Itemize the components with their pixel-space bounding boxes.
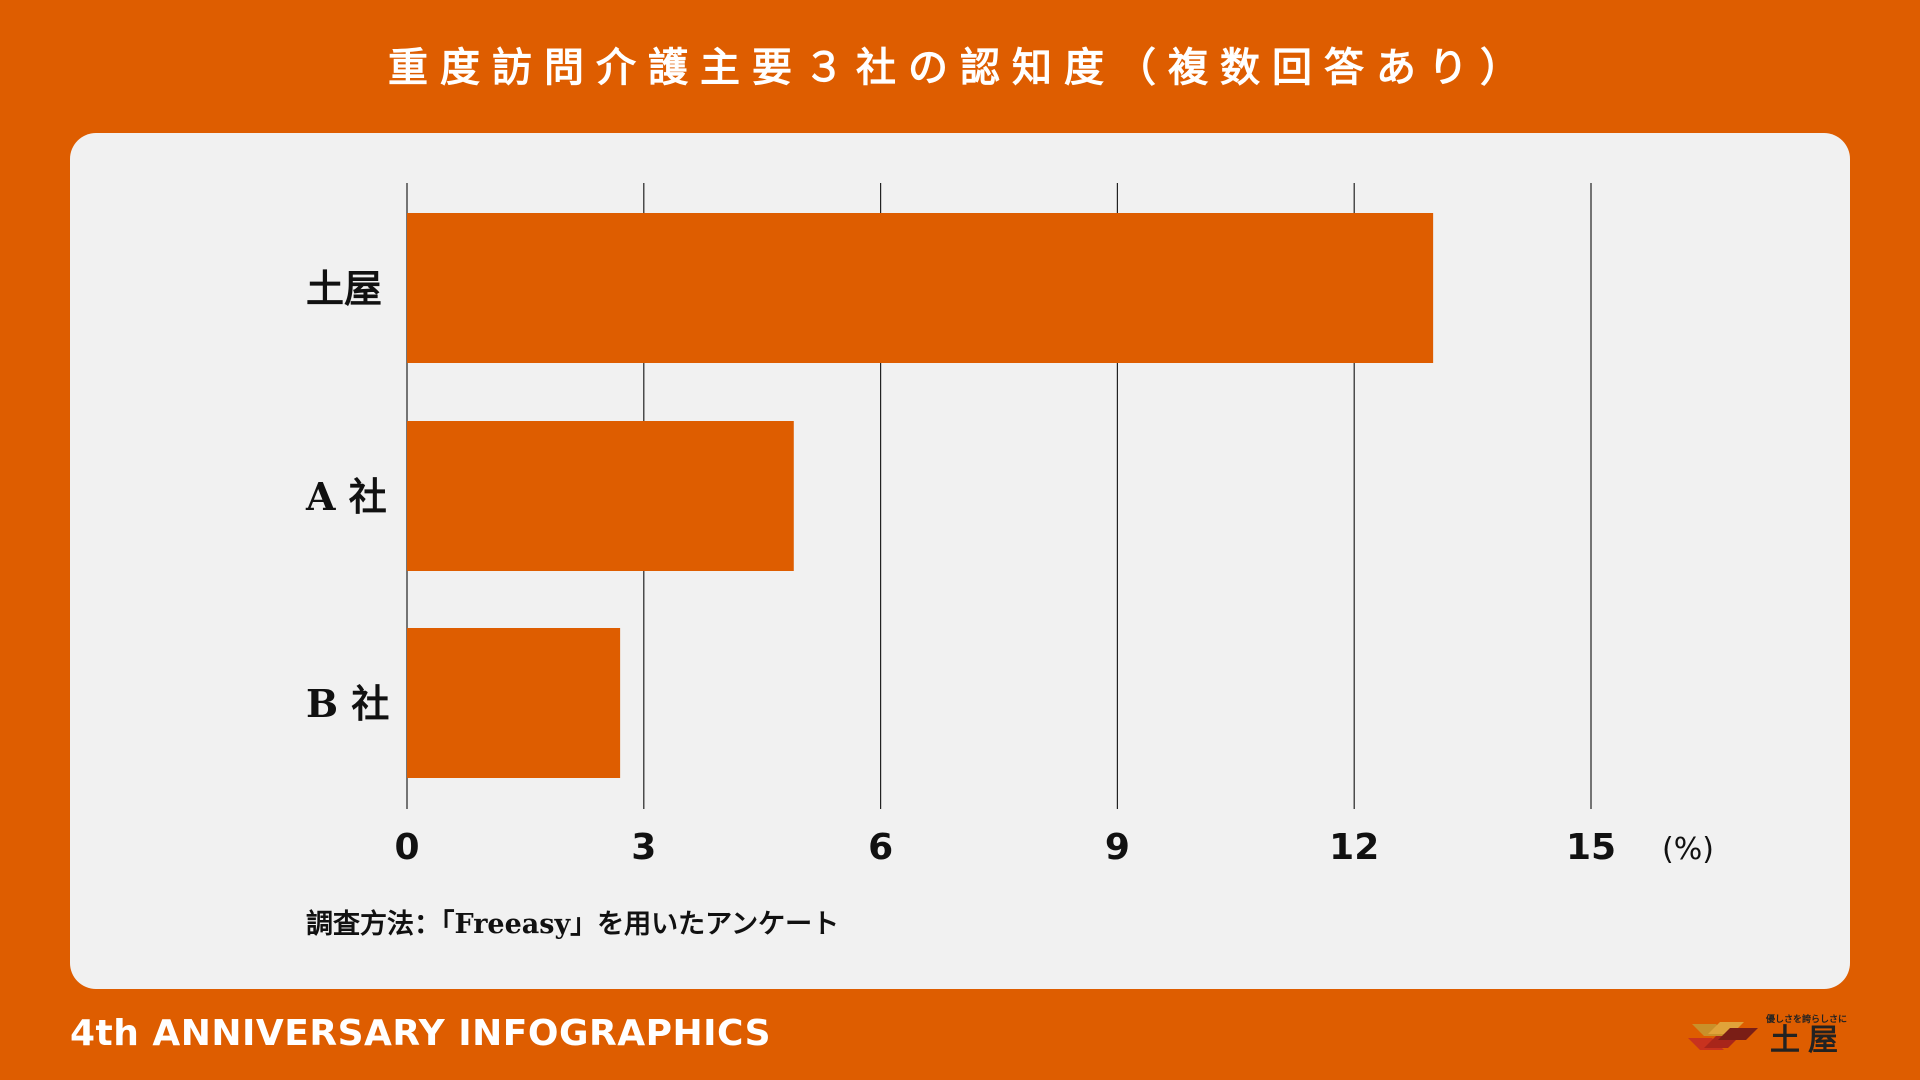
bar-2 <box>407 628 621 778</box>
category-label-0: 土屋 <box>306 266 382 311</box>
chart-card: 0 3 6 9 12 15 (%) 土屋 A 社 B 社調査方法：「Freeasy」を用いたアンケ… <box>70 133 1850 989</box>
x-tick-label-1: 3 <box>631 827 656 868</box>
x-unit-label: (%) <box>1662 832 1714 867</box>
company-logo: 優しさを誇らしさに 土屋 <box>1686 1008 1856 1060</box>
footer-anniversary-text: 4th ANNIVERSARY INFOGRAPHICS <box>70 1013 772 1054</box>
chart-title: 重度訪問介護主要３社の認知度（複数回答あり） <box>388 44 1532 91</box>
logo-tagline: 優しさを誇らしさに <box>1766 1015 1848 1025</box>
survey-method-note: 調査方法：「Freeasy」を用いたアンケート <box>306 908 839 940</box>
x-tick-label-5: 15 <box>1566 827 1616 868</box>
bar-1 <box>407 421 794 571</box>
x-tick-label-0: 0 <box>394 827 419 868</box>
x-tick-label-2: 6 <box>868 827 893 868</box>
x-tick-label-3: 9 <box>1105 827 1130 868</box>
logo-mark-icon <box>1688 1022 1758 1050</box>
logo-name: 土屋 <box>1770 1023 1846 1058</box>
category-label-2: B 社 <box>306 681 389 726</box>
bar-0 <box>407 213 1434 363</box>
x-tick-label-4: 12 <box>1329 827 1379 868</box>
bar-chart: 0 3 6 9 12 15 (%) 土屋 A 社 B 社調査方法：「Freeasy」を用いたアンケ… <box>305 183 1714 940</box>
category-label-1: A 社 <box>305 474 387 519</box>
